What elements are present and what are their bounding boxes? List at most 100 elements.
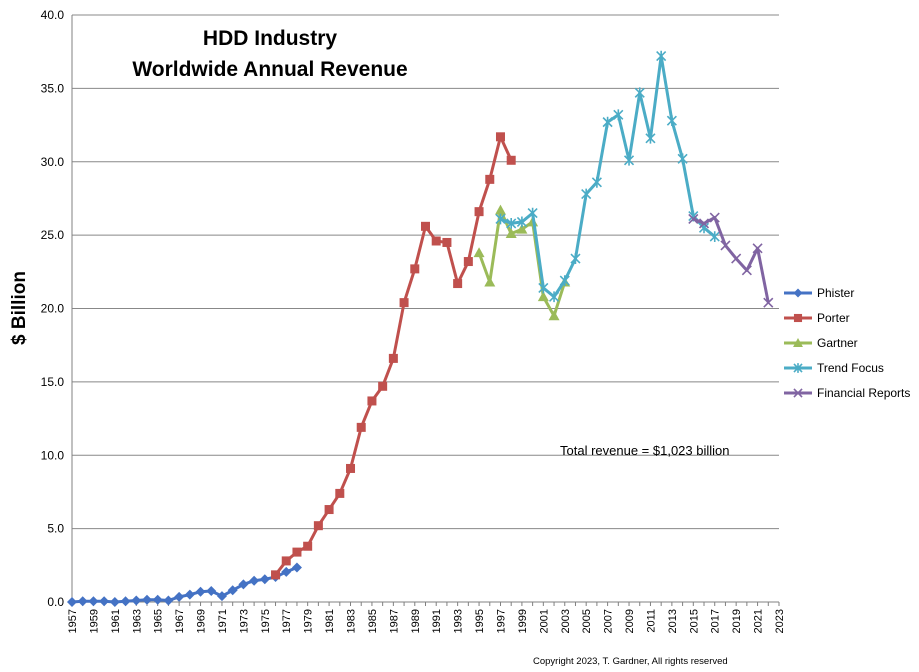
data-point: [131, 595, 142, 606]
data-point: [731, 253, 742, 264]
x-tick-label: 1959: [88, 609, 100, 633]
data-point: [793, 288, 803, 298]
data-point: [399, 298, 409, 308]
data-point: [163, 595, 174, 606]
data-point: [793, 388, 803, 398]
y-tick-label: 20.0: [41, 302, 65, 316]
data-point: [793, 363, 803, 373]
data-point: [99, 596, 110, 607]
x-tick-label: 1965: [153, 609, 165, 633]
data-point: [238, 579, 249, 590]
x-tick-label: 2011: [645, 609, 657, 633]
legend-item: Gartner: [784, 336, 858, 350]
data-point: [538, 282, 549, 294]
legend: Phister Porter Gartner Trend Focus Financial…: [784, 286, 910, 400]
x-tick-label: 2013: [667, 609, 679, 633]
data-point: [184, 589, 195, 600]
x-tick-label: 1973: [238, 609, 250, 633]
legend-item: Phister: [784, 286, 854, 300]
data-point: [281, 566, 292, 577]
x-tick-label: 1985: [367, 609, 379, 633]
data-point: [463, 257, 473, 267]
legend-label: Trend Focus: [817, 361, 884, 375]
x-tick-label: 1989: [410, 609, 422, 633]
data-point: [677, 153, 688, 165]
data-point: [291, 562, 302, 573]
data-point: [709, 212, 720, 223]
x-tick-label: 1991: [431, 609, 443, 633]
data-point: [421, 221, 430, 231]
data-point: [752, 243, 763, 254]
series-gartner: [473, 204, 571, 321]
data-point: [559, 275, 570, 287]
x-tick-label: 2017: [710, 609, 722, 633]
data-point: [88, 596, 99, 607]
y-tick-label: 10.0: [41, 448, 65, 462]
data-point: [548, 310, 560, 321]
x-tick-label: 2009: [624, 609, 636, 633]
data-point: [474, 207, 484, 217]
y-tick-label: 30.0: [41, 155, 65, 169]
y-axis-label: $ Billion: [9, 271, 30, 345]
axes: [71, 15, 780, 606]
x-tick-label: 2023: [774, 609, 786, 633]
x-tick-label: 2021: [753, 609, 765, 633]
series-line: [499, 54, 716, 299]
x-tick-label: 1975: [260, 609, 272, 633]
legend-item: Financial Reports: [784, 386, 910, 400]
data-point: [548, 291, 560, 303]
data-point: [527, 207, 538, 219]
x-tick-label: 2015: [688, 609, 700, 633]
data-point: [303, 541, 313, 551]
data-point: [141, 594, 152, 605]
y-tick-label: 25.0: [41, 228, 65, 242]
legend-label: Porter: [817, 311, 850, 325]
x-tick-labels: 1957 1959 1961 1963 1965 1967 1969 1971 1973 1975…: [67, 609, 786, 633]
data-point: [259, 574, 270, 585]
data-point: [356, 422, 366, 432]
data-point: [324, 505, 334, 515]
data-point: [335, 488, 345, 498]
x-tick-label: 1995: [474, 609, 486, 633]
data-point: [634, 87, 645, 99]
data-point: [378, 381, 388, 391]
data-point: [741, 265, 752, 276]
copyright-notice: Copyright 2023, T. Gardner, All rights r…: [533, 656, 728, 667]
legend-item: Trend Focus: [784, 361, 884, 375]
series-line: [71, 566, 298, 604]
data-point: [656, 50, 667, 62]
total-revenue-annotation: Total revenue = $1,023 billion: [560, 443, 729, 458]
data-point: [506, 155, 516, 165]
x-tick-label: 1997: [495, 609, 507, 633]
data-point: [453, 279, 463, 289]
data-point: [709, 231, 720, 242]
data-point: [570, 253, 581, 265]
chart-title-line-2: Worldwide Annual Revenue: [132, 58, 407, 81]
data-point: [516, 223, 528, 234]
data-point: [109, 597, 120, 607]
data-point: [793, 338, 803, 347]
x-tick-label: 1977: [281, 609, 293, 633]
data-point: [666, 115, 677, 127]
data-point: [494, 204, 506, 215]
data-point: [313, 521, 323, 531]
data-point: [77, 596, 88, 607]
data-point: [67, 597, 77, 607]
data-point: [516, 216, 527, 228]
x-tick-label: 1983: [346, 609, 358, 633]
data-point: [271, 570, 281, 580]
data-point: [793, 313, 803, 323]
data-point: [120, 596, 131, 607]
y-tick-label: 5.0: [47, 522, 64, 536]
y-tick-label: 0.0: [47, 595, 64, 609]
data-point: [346, 463, 356, 473]
data-point: [195, 586, 206, 597]
x-tick-label: 1993: [453, 609, 465, 633]
x-tick-label: 1971: [217, 609, 229, 633]
data-point: [495, 213, 506, 225]
data-point: [485, 174, 495, 184]
x-tick-label: 1967: [174, 609, 186, 633]
data-point: [410, 264, 420, 274]
legend-label: Phister: [817, 286, 854, 300]
